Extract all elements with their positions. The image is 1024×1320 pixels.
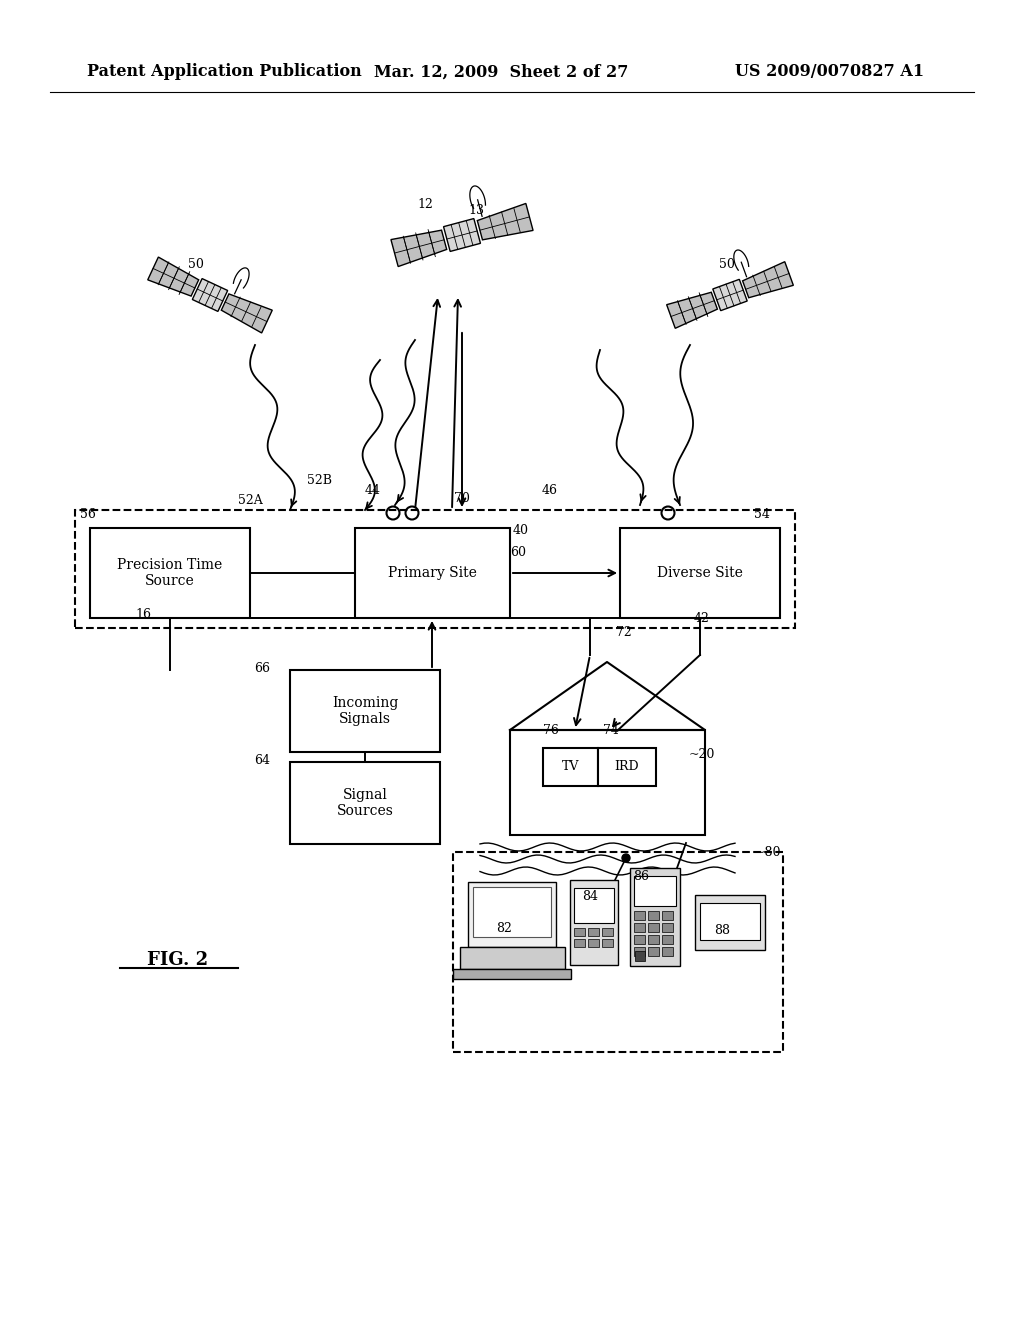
Text: Patent Application Publication: Patent Application Publication <box>87 63 361 81</box>
Circle shape <box>622 854 630 862</box>
Text: Primary Site: Primary Site <box>388 566 477 579</box>
Text: 52B: 52B <box>307 474 333 487</box>
Text: US 2009/0070827 A1: US 2009/0070827 A1 <box>735 63 924 81</box>
Bar <box>630 869 680 966</box>
Polygon shape <box>193 279 227 312</box>
Bar <box>453 969 571 979</box>
Polygon shape <box>713 280 748 310</box>
Bar <box>634 923 645 932</box>
Text: 64: 64 <box>254 754 270 767</box>
Bar <box>662 946 673 956</box>
Bar <box>574 888 614 923</box>
Bar <box>662 911 673 920</box>
Bar <box>634 911 645 920</box>
Bar <box>598 748 656 785</box>
Bar <box>574 939 585 946</box>
Bar <box>473 887 551 937</box>
Bar <box>700 903 760 940</box>
Bar <box>634 946 645 956</box>
Polygon shape <box>221 294 272 333</box>
Bar <box>290 671 440 752</box>
Bar <box>620 528 780 618</box>
Bar <box>453 851 783 1052</box>
Bar <box>570 880 618 965</box>
Bar <box>648 935 659 944</box>
Text: 46: 46 <box>542 483 558 496</box>
Text: 40: 40 <box>513 524 529 536</box>
Bar <box>510 730 705 836</box>
Text: 50: 50 <box>188 259 204 272</box>
Bar <box>648 946 659 956</box>
Text: 66: 66 <box>254 661 270 675</box>
Bar <box>543 748 598 785</box>
Bar <box>290 762 440 843</box>
Polygon shape <box>443 219 480 251</box>
Text: 82: 82 <box>496 921 512 935</box>
Text: 56: 56 <box>80 507 96 520</box>
Text: 54: 54 <box>754 507 770 520</box>
Text: Precision Time
Source: Precision Time Source <box>118 558 222 589</box>
Bar <box>588 928 599 936</box>
Text: 16: 16 <box>135 607 151 620</box>
Bar <box>634 876 676 906</box>
Text: IRD: IRD <box>614 760 639 774</box>
Text: 76: 76 <box>543 723 559 737</box>
Text: 42: 42 <box>694 611 710 624</box>
Polygon shape <box>147 257 199 296</box>
Text: 84: 84 <box>582 891 598 903</box>
Bar <box>90 528 250 618</box>
Text: 86: 86 <box>633 870 649 883</box>
Text: Incoming
Signals: Incoming Signals <box>332 696 398 726</box>
Polygon shape <box>667 292 718 329</box>
Text: ~80: ~80 <box>755 846 781 858</box>
Bar <box>662 923 673 932</box>
Bar <box>602 939 613 946</box>
Bar <box>634 935 645 944</box>
Text: 13: 13 <box>468 203 484 216</box>
Text: 50: 50 <box>719 259 735 272</box>
Text: Signal
Sources: Signal Sources <box>337 788 393 818</box>
Text: ~20: ~20 <box>689 748 715 762</box>
Bar <box>460 946 565 969</box>
Text: 60: 60 <box>510 545 526 558</box>
Bar <box>468 882 556 946</box>
Bar <box>355 528 510 618</box>
Bar <box>75 510 795 628</box>
Text: TV: TV <box>562 760 580 774</box>
Bar <box>648 911 659 920</box>
Text: 88: 88 <box>714 924 730 936</box>
Bar <box>695 895 765 950</box>
Text: FIG. 2: FIG. 2 <box>147 950 209 969</box>
Text: 70: 70 <box>454 491 470 504</box>
Bar <box>662 935 673 944</box>
Bar <box>574 928 585 936</box>
Text: 12: 12 <box>417 198 433 211</box>
Bar <box>602 928 613 936</box>
Bar <box>648 923 659 932</box>
Polygon shape <box>742 261 794 298</box>
Text: 74: 74 <box>603 723 618 737</box>
Text: 52A: 52A <box>238 494 262 507</box>
Polygon shape <box>477 203 534 240</box>
Bar <box>635 950 645 961</box>
Bar <box>588 939 599 946</box>
Polygon shape <box>391 230 446 267</box>
Text: 72: 72 <box>616 627 632 639</box>
Text: Mar. 12, 2009  Sheet 2 of 27: Mar. 12, 2009 Sheet 2 of 27 <box>374 63 629 81</box>
Text: 44: 44 <box>365 483 381 496</box>
Text: Diverse Site: Diverse Site <box>657 566 743 579</box>
